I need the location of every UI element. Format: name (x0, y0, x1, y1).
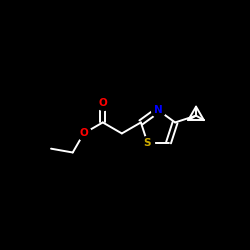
Text: S: S (144, 138, 151, 147)
Text: O: O (98, 98, 107, 108)
Text: N: N (154, 105, 162, 115)
Text: O: O (79, 128, 88, 138)
